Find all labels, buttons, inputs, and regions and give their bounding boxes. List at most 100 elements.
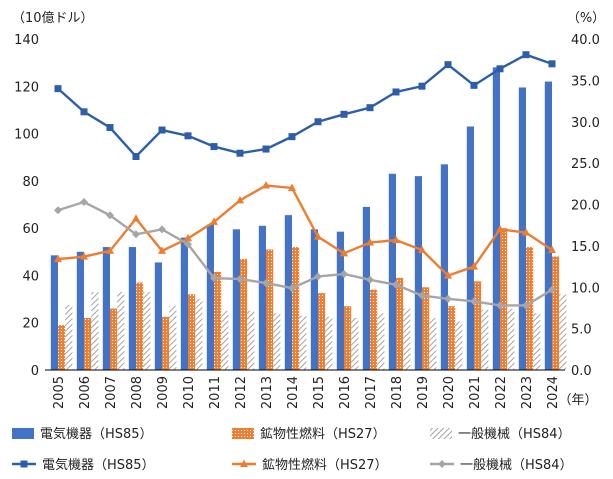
right-tick-label: 30.0 bbox=[571, 116, 600, 131]
bar-diagonal-2018 bbox=[403, 308, 411, 370]
bar-solid-2013 bbox=[258, 225, 266, 370]
right-axis-label: （%） bbox=[567, 11, 605, 26]
left-tick-label: 120 bbox=[14, 80, 39, 95]
bar-series-group bbox=[50, 67, 567, 371]
bar-dots-2015 bbox=[318, 293, 326, 370]
line-point-diamond-2011 bbox=[210, 274, 218, 283]
bar-solid-2010 bbox=[180, 237, 188, 370]
right-tick-label: 40.0 bbox=[571, 33, 600, 48]
bar-solid-2008 bbox=[128, 247, 136, 370]
left-tick-label: 140 bbox=[14, 33, 39, 48]
x-tick-label: 2016 bbox=[338, 376, 353, 409]
line-point-square-2024 bbox=[548, 60, 556, 68]
legend-swatch-bar bbox=[430, 428, 452, 439]
bar-diagonal-2022 bbox=[507, 308, 515, 370]
bar-solid-2018 bbox=[388, 173, 396, 370]
line-point-triangle-2005 bbox=[54, 254, 62, 263]
line-point-triangle-2011 bbox=[210, 217, 218, 225]
line-point-square-2006 bbox=[80, 108, 88, 116]
left-tick-label: 80 bbox=[22, 175, 39, 190]
line-triangle bbox=[57, 184, 553, 278]
bar-dots-2014 bbox=[292, 247, 300, 370]
line-point-diamond-2012 bbox=[236, 274, 244, 283]
bar-diagonal-2005 bbox=[65, 304, 73, 370]
bar-solid-2014 bbox=[284, 215, 292, 370]
legend-marker bbox=[438, 460, 446, 468]
line-point-square-2015 bbox=[314, 118, 322, 126]
line-point-square-2017 bbox=[366, 104, 374, 112]
bar-dots-2011 bbox=[214, 271, 222, 370]
x-unit-label: （年） bbox=[558, 393, 597, 408]
x-tick-label: 2024 bbox=[546, 376, 561, 409]
line-point-diamond-2017 bbox=[366, 275, 374, 284]
line-point-diamond-2023 bbox=[522, 301, 530, 310]
legend-marker bbox=[240, 459, 248, 467]
bar-diagonal-2024 bbox=[559, 294, 567, 370]
line-point-square-2011 bbox=[210, 143, 218, 151]
x-tick-label: 2013 bbox=[260, 376, 275, 409]
left-tick-label: 20 bbox=[22, 317, 39, 332]
right-tick-label: 35.0 bbox=[571, 74, 600, 89]
line-point-triangle-2023 bbox=[522, 228, 530, 236]
bar-dots-2023 bbox=[526, 247, 534, 370]
x-tick-label: 2008 bbox=[130, 376, 145, 409]
x-tick-label: 2005 bbox=[52, 376, 67, 409]
line-point-diamond-2010 bbox=[184, 240, 192, 249]
bar-dots-2016 bbox=[344, 306, 352, 370]
bar-solid-2021 bbox=[466, 126, 474, 370]
line-point-triangle-2022 bbox=[496, 224, 504, 233]
line-point-square-2014 bbox=[288, 133, 296, 141]
legend-label-line: 電気機器（HS85） bbox=[42, 457, 155, 473]
bar-diagonal-2007 bbox=[117, 291, 125, 370]
bar-solid-2022 bbox=[492, 67, 500, 370]
line-point-diamond-2014 bbox=[288, 284, 296, 293]
line-point-triangle-2009 bbox=[158, 246, 166, 254]
line-point-diamond-2021 bbox=[470, 297, 478, 306]
left-tick-label: 60 bbox=[22, 222, 39, 237]
line-point-diamond-2006 bbox=[80, 198, 88, 207]
line-point-diamond-2009 bbox=[158, 225, 166, 234]
bar-dots-2012 bbox=[240, 258, 248, 370]
bar-diagonal-2009 bbox=[169, 306, 177, 370]
x-tick-label: 2022 bbox=[494, 376, 509, 409]
bar-diagonal-2019 bbox=[429, 317, 437, 370]
line-point-triangle-2016 bbox=[340, 248, 348, 257]
x-tick-label: 2014 bbox=[286, 376, 301, 409]
bar-diagonal-2010 bbox=[195, 299, 203, 370]
bar-diagonal-2017 bbox=[377, 313, 385, 370]
left-tick-label: 100 bbox=[14, 128, 39, 143]
line-point-triangle-2017 bbox=[366, 238, 374, 246]
right-tick-label: 25.0 bbox=[571, 157, 600, 172]
bar-diagonal-2014 bbox=[299, 315, 307, 370]
bar-diagonal-2008 bbox=[143, 291, 151, 370]
bar-solid-2011 bbox=[206, 224, 214, 370]
left-axis-ticks: 0 20 40 60 80 100 120 140 bbox=[14, 33, 39, 379]
left-tick-label: 40 bbox=[22, 269, 39, 284]
line-point-triangle-2015 bbox=[314, 232, 322, 240]
bar-diagonal-2012 bbox=[247, 310, 255, 370]
line-point-diamond-2015 bbox=[314, 272, 322, 281]
right-tick-label: 20.0 bbox=[571, 199, 600, 214]
line-point-triangle-2008 bbox=[132, 214, 140, 222]
line-point-diamond-2008 bbox=[132, 230, 140, 239]
x-tick-label: 2017 bbox=[364, 376, 379, 409]
x-tick-label: 2012 bbox=[234, 376, 249, 409]
line-point-triangle-2010 bbox=[184, 233, 192, 242]
line-point-triangle-2006 bbox=[80, 252, 88, 260]
line-point-triangle-2019 bbox=[418, 245, 426, 254]
line-point-triangle-2024 bbox=[548, 245, 556, 254]
legend-label-bar: 電気機器（HS85） bbox=[40, 426, 153, 442]
bar-diagonal-2016 bbox=[351, 317, 359, 370]
x-tick-label: 2019 bbox=[416, 376, 431, 409]
line-point-diamond-2019 bbox=[418, 291, 426, 300]
bar-diagonal-2021 bbox=[481, 309, 489, 370]
line-point-diamond-2022 bbox=[496, 301, 504, 310]
x-tick-label: 2009 bbox=[156, 376, 171, 409]
x-tick-label: 2018 bbox=[390, 376, 405, 409]
bar-solid-2015 bbox=[310, 229, 318, 370]
bar-dots-2024 bbox=[552, 256, 560, 370]
bar-dots-2009 bbox=[162, 316, 170, 370]
line-point-square-2009 bbox=[158, 126, 166, 134]
right-tick-label: 15.0 bbox=[571, 240, 600, 255]
